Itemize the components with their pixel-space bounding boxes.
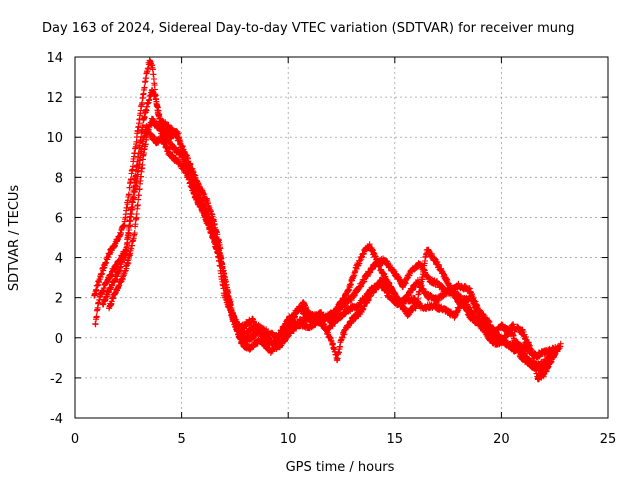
x-tick-label: 15: [387, 432, 404, 447]
chart-title: Day 163 of 2024, Sidereal Day-to-day VTE…: [42, 21, 575, 36]
x-tick-label: 20: [493, 432, 510, 447]
y-tick-label: -4: [50, 412, 63, 427]
y-tick-label: 6: [55, 211, 63, 226]
plus-markers: [99, 123, 562, 361]
y-tick-label: 10: [46, 131, 63, 146]
data-points: [91, 57, 564, 383]
y-tick-label: 12: [46, 91, 63, 106]
y-tick-label: 4: [55, 252, 63, 267]
y-axis-label: SDTVAR / TECUs: [7, 185, 22, 292]
x-tick-label: 5: [177, 432, 185, 447]
series-track-d: [99, 123, 562, 361]
x-tick-labels: 0 5 10 15 20 25: [71, 432, 616, 447]
x-tick-label: 10: [280, 432, 297, 447]
plot-frame: [74, 56, 609, 419]
y-tick-label: 8: [55, 171, 63, 186]
x-tick-label: 0: [71, 432, 79, 447]
y-tick-label: -2: [50, 372, 63, 387]
y-tick-label: 0: [55, 332, 63, 347]
y-tick-label: 2: [55, 292, 63, 307]
x-tick-label: 25: [600, 432, 617, 447]
x-axis-label: GPS time / hours: [286, 460, 395, 475]
y-tick-label: 14: [46, 51, 63, 66]
y-tick-labels: -4 -2 0 2 4 6 8 10 12 14: [46, 51, 63, 427]
